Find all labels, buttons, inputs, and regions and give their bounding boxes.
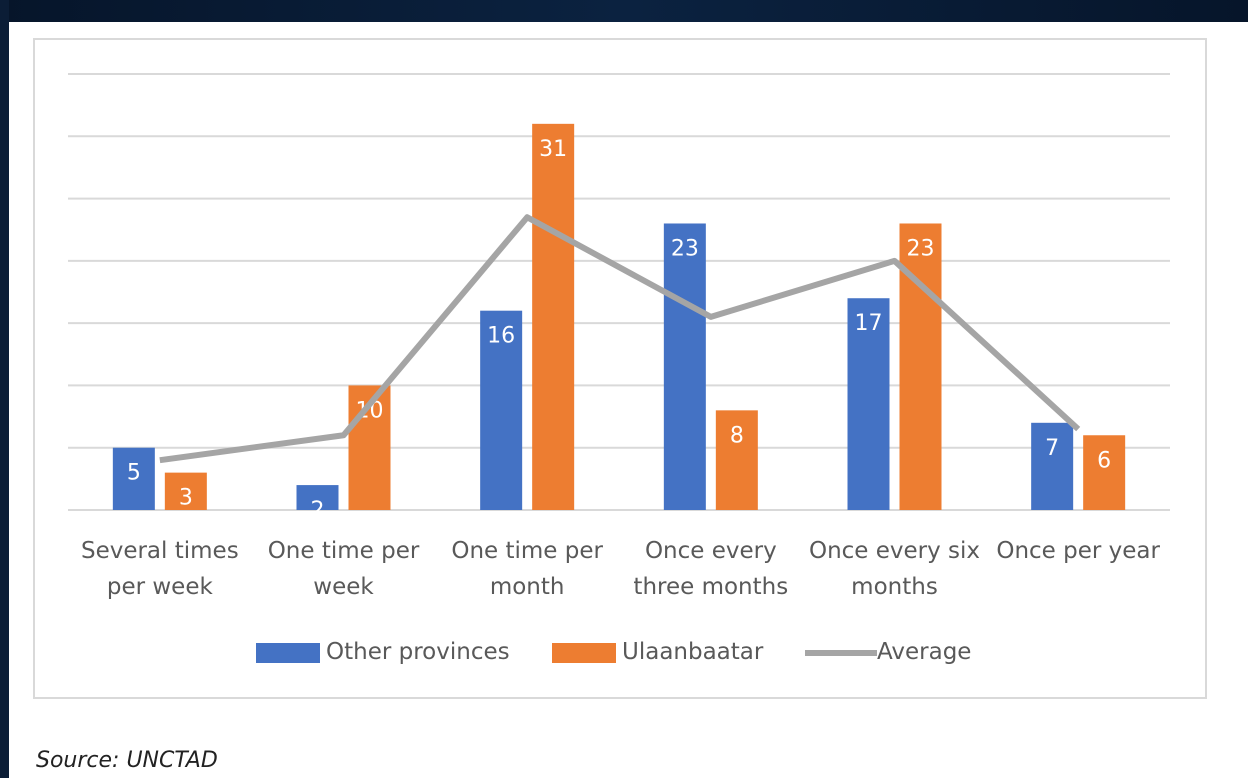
data-label: 17 — [855, 311, 883, 336]
bar — [715, 410, 758, 510]
data-label: 31 — [539, 137, 567, 162]
x-tick-label: One time per month — [451, 538, 603, 600]
legend-label: Average — [877, 639, 972, 665]
bar — [296, 485, 339, 510]
bar — [480, 310, 523, 510]
x-tick-label: Several times per week — [80, 538, 239, 600]
bar — [112, 447, 155, 510]
data-label: 16 — [487, 324, 515, 349]
data-label: 23 — [671, 236, 699, 261]
x-tick-label: Once every six months — [808, 538, 981, 600]
source-note: Source: UNCTAD — [36, 748, 218, 773]
data-label: 6 — [1097, 448, 1111, 473]
bar — [532, 123, 575, 510]
x-tick-label: Once every three months — [633, 538, 789, 600]
window-frame — [0, 0, 1248, 22]
data-label: 3 — [179, 486, 193, 511]
bar — [847, 298, 890, 510]
legend-label: Ulaanbaatar — [622, 639, 764, 665]
data-label: 23 — [907, 236, 935, 261]
bar — [1083, 435, 1126, 510]
data-label: 8 — [730, 423, 744, 448]
bar — [164, 472, 207, 510]
x-tick-label: Once per year — [996, 538, 1160, 564]
x-tick-label: One time per week — [267, 538, 420, 600]
line-series — [159, 214, 1081, 464]
window-frame — [0, 0, 9, 778]
bar — [663, 223, 706, 510]
data-label: 7 — [1045, 436, 1059, 461]
legend-swatch — [256, 643, 320, 663]
data-label: 5 — [127, 461, 141, 486]
data-label: 2 — [311, 498, 325, 523]
bar — [899, 223, 942, 510]
legend-label: Other provinces — [326, 639, 510, 665]
legend-swatch — [552, 643, 616, 663]
bar — [1031, 422, 1074, 510]
